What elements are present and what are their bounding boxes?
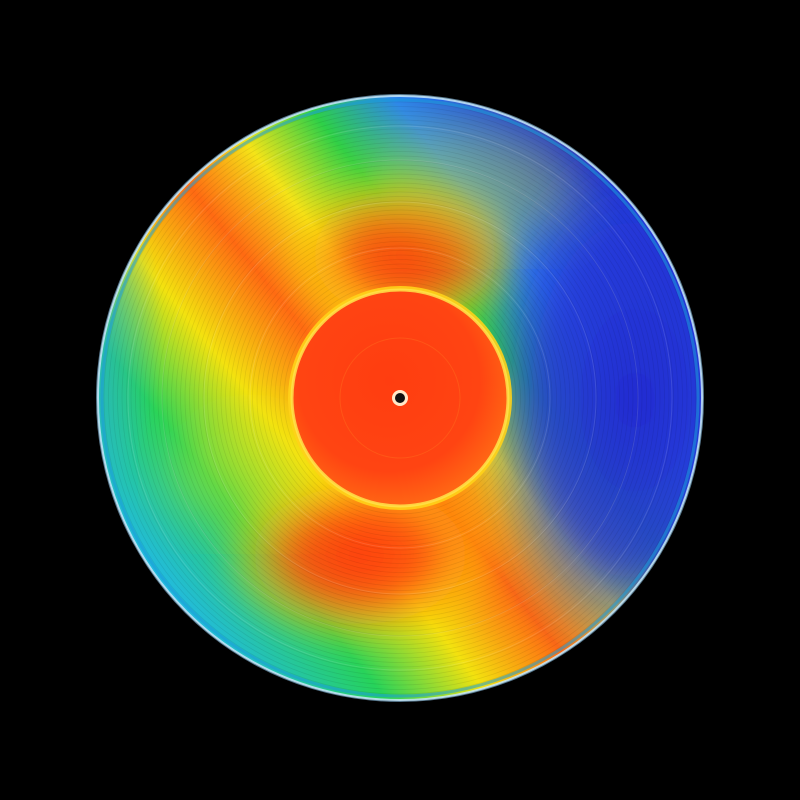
record-groove <box>117 115 683 681</box>
record-groove <box>166 164 634 632</box>
record-groove <box>112 110 688 686</box>
record-groove <box>139 137 661 659</box>
record-band-divider <box>203 201 597 595</box>
record-groove <box>211 209 589 587</box>
vinyl-record-icon <box>96 94 704 702</box>
record-groove <box>283 281 517 515</box>
record-groove <box>148 146 652 650</box>
record-groove <box>130 128 670 668</box>
record-groove <box>103 101 697 695</box>
record-groove <box>171 169 629 627</box>
record-groove <box>126 124 674 672</box>
record-groove <box>193 191 607 605</box>
record-groove <box>270 268 530 528</box>
record-groove <box>247 245 553 551</box>
record-groove <box>121 119 679 677</box>
record-groove <box>225 223 575 573</box>
record-groove <box>144 142 656 654</box>
record-groove <box>252 250 548 546</box>
record-groove <box>256 254 544 542</box>
record-groove <box>157 155 643 641</box>
record-groove <box>189 187 611 609</box>
record-groove <box>153 151 647 645</box>
record-band-divider <box>127 125 673 671</box>
record-groove <box>162 160 638 636</box>
record-band-divider <box>249 247 551 549</box>
record-groove <box>265 263 535 533</box>
record-groove <box>216 214 584 582</box>
record-groove <box>180 178 620 618</box>
record-groove <box>234 232 566 564</box>
record-groove <box>198 196 602 600</box>
record-band-divider <box>161 159 639 637</box>
spindle-hole-icon <box>392 390 408 406</box>
record-groove <box>135 133 665 663</box>
record-groove <box>238 236 562 560</box>
record-groove <box>184 182 616 614</box>
record-groove <box>279 277 521 519</box>
record-groove <box>202 200 598 596</box>
record-groove <box>207 205 593 591</box>
record-groove <box>229 227 571 569</box>
record-groove <box>243 241 557 555</box>
record-groove <box>108 106 692 690</box>
record-groove <box>175 173 625 623</box>
record-groove <box>261 259 539 537</box>
record-groove <box>274 272 526 524</box>
record-groove <box>220 218 580 578</box>
